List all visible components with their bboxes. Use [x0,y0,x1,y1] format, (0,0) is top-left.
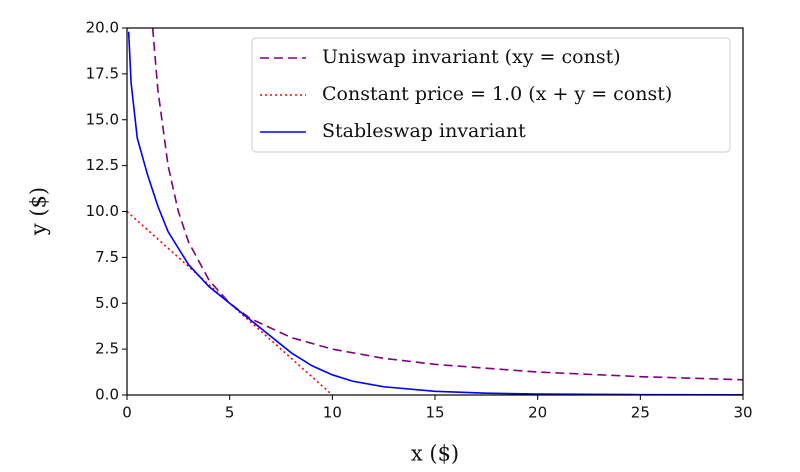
legend-label: Constant price = 1.0 (x + y = const) [322,83,672,105]
plot-frame [126,27,744,396]
y-tick-label: 12.5 [86,156,119,174]
y-axis-label: y ($) [27,187,51,236]
x-tick-label: 10 [323,404,342,422]
y-tick-label: 0.0 [95,386,119,404]
x-tick-label: 25 [631,404,650,422]
series-line [151,27,744,381]
x-tick-label: 15 [425,404,444,422]
x-tick-label: 20 [528,404,547,422]
y-tick-label: 15.0 [86,110,119,128]
series-line [127,31,744,396]
x-tick-label: 30 [733,404,752,422]
legend-label: Stableswap invariant [322,120,526,142]
y-tick-label: 7.5 [95,248,119,266]
y-tick-label: 10.0 [86,202,119,220]
legend-label: Uniswap invariant (xy = const) [322,46,621,68]
y-tick-label: 20.0 [86,19,119,37]
legend-box [251,37,731,153]
x-tick-label: 0 [122,404,132,422]
x-tick-label: 5 [225,404,235,422]
series-line [126,210,333,396]
y-tick-label: 17.5 [86,64,119,82]
x-axis-label: x ($) [411,442,459,466]
y-tick-label: 5.0 [95,294,119,312]
y-tick-label: 2.5 [95,340,119,358]
